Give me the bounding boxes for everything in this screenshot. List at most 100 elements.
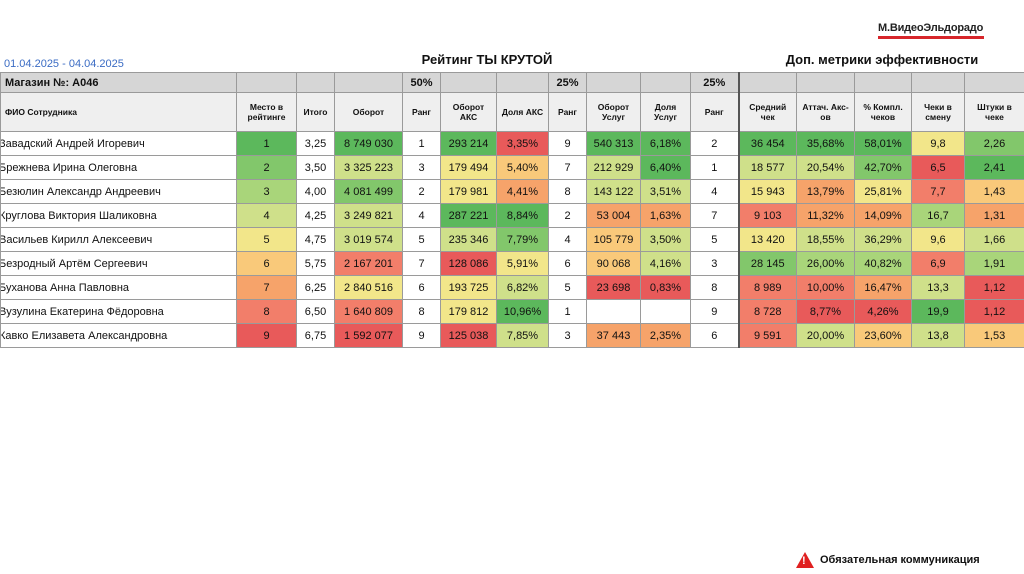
cell-checks: 16,7 [911,203,965,228]
cell-aks-share: 7,79% [496,227,549,252]
cell-r1: 7 [402,251,441,276]
cell-name: Безюлин Александр Андреевич [0,179,237,204]
cell-total: 3,50 [296,155,335,180]
date-range: 01.04.2025 - 04.04.2025 [4,58,124,70]
cell-name: Вузулина Екатерина Фёдоровна [0,299,237,324]
weight-services: 25% [690,72,739,93]
cell-attach: 8,77% [796,299,855,324]
header-cell: ФИО Сотрудника [0,92,237,132]
cell-turnover: 8 749 030 [334,131,403,156]
cell-r1: 3 [402,155,441,180]
header-cell: Ранг [690,92,739,132]
cell-compl: 23,60% [854,323,912,348]
cell-svc-share: 3,51% [640,179,691,204]
cell-aks: 128 086 [440,251,497,276]
header-cell: Доля Услуг [640,92,691,132]
table-row: Безюлин Александр Андреевич 3 4,00 4 081 49… [0,179,1024,204]
cell-place: 1 [236,131,297,156]
cell-checks: 9,6 [911,227,965,252]
cell-pcs: 1,31 [964,203,1024,228]
cell-r3: 8 [690,275,739,300]
header-cell: Средний чек [737,92,797,132]
cell-r1: 6 [402,275,441,300]
table-row: Завадский Андрей Игоревич 1 3,25 8 749 030 1… [0,131,1024,156]
cell-r3: 5 [690,227,739,252]
cell-avg: 13 420 [737,227,797,252]
cell-compl: 4,26% [854,299,912,324]
cell-total: 4,25 [296,203,335,228]
cell-avg: 15 943 [737,179,797,204]
cell-checks: 13,8 [911,323,965,348]
cell-pcs: 2,26 [964,131,1024,156]
cell-aks: 287 221 [440,203,497,228]
header-cell: Штуки в чеке [964,92,1024,132]
cell-checks: 6,9 [911,251,965,276]
cell-r2: 1 [548,299,587,324]
cell-aks: 179 812 [440,299,497,324]
brand-logo-text: М.ВидеоЭльдорадо [878,22,984,34]
header-cell: Ранг [548,92,587,132]
cell-avg: 9 103 [737,203,797,228]
store-label: Магазин №: А046 [0,72,237,93]
cell-aks-share: 7,85% [496,323,549,348]
cell-r3: 4 [690,179,739,204]
cell-compl: 40,82% [854,251,912,276]
cell-turnover: 3 249 821 [334,203,403,228]
cell-pcs: 1,53 [964,323,1024,348]
cell-r1: 4 [402,203,441,228]
cell-attach: 10,00% [796,275,855,300]
cell-name: Кавко Елизавета Александровна [0,323,237,348]
cell-avg: 8 989 [737,275,797,300]
cell-r3: 1 [690,155,739,180]
cell-svc-share: 1,63% [640,203,691,228]
cell-r2: 5 [548,275,587,300]
cell-place: 8 [236,299,297,324]
cell-total: 6,25 [296,275,335,300]
table-row: Кавко Елизавета Александровна 9 6,75 1 592 … [0,323,1024,348]
header-cell: % Компл. чеков [854,92,912,132]
cell-services: 212 929 [586,155,641,180]
cell-total: 4,75 [296,227,335,252]
rating-table: Магазин №: А046 50% 25% 25% ФИО Сотрудни… [0,72,1024,348]
cell-aks: 193 725 [440,275,497,300]
cell-compl: 36,29% [854,227,912,252]
brand-logo-underline [878,36,984,39]
mandatory-notice: Обязательная коммуникация [796,552,980,568]
cell-aks: 235 346 [440,227,497,252]
cell-r3: 7 [690,203,739,228]
cell-r3: 2 [690,131,739,156]
cell-r2: 3 [548,323,587,348]
table-row: Буханова Анна Павловна 7 6,25 2 840 516 6 193… [0,275,1024,300]
cell-aks-share: 10,96% [496,299,549,324]
cell-r1: 8 [402,299,441,324]
cell-svc-share [640,299,691,324]
cell-r3: 6 [690,323,739,348]
cell-total: 6,50 [296,299,335,324]
cell-attach: 18,55% [796,227,855,252]
cell-pcs: 1,12 [964,299,1024,324]
table-row: Безродный Артём Сергеевич 6 5,75 2 167 201 7… [0,251,1024,276]
cell-turnover: 2 167 201 [334,251,403,276]
cell-aks: 179 981 [440,179,497,204]
cell-checks: 9,8 [911,131,965,156]
cell-total: 3,25 [296,131,335,156]
cell-r2: 2 [548,203,587,228]
cell-checks: 6,5 [911,155,965,180]
cell-total: 5,75 [296,251,335,276]
cell-compl: 14,09% [854,203,912,228]
cell-place: 4 [236,203,297,228]
table-row: Вузулина Екатерина Фёдоровна 8 6,50 1 640 8… [0,299,1024,324]
cell-r2: 9 [548,131,587,156]
cell-total: 4,00 [296,179,335,204]
cell-name: Завадский Андрей Игоревич [0,131,237,156]
header-cell: Место в рейтинге [236,92,297,132]
brand-logo: М.ВидеоЭльдорадо [878,22,988,39]
cell-r1: 1 [402,131,441,156]
cell-services: 105 779 [586,227,641,252]
cell-avg: 8 728 [737,299,797,324]
cell-attach: 13,79% [796,179,855,204]
cell-svc-share: 6,18% [640,131,691,156]
cell-turnover: 2 840 516 [334,275,403,300]
cell-checks: 7,7 [911,179,965,204]
cell-avg: 28 145 [737,251,797,276]
